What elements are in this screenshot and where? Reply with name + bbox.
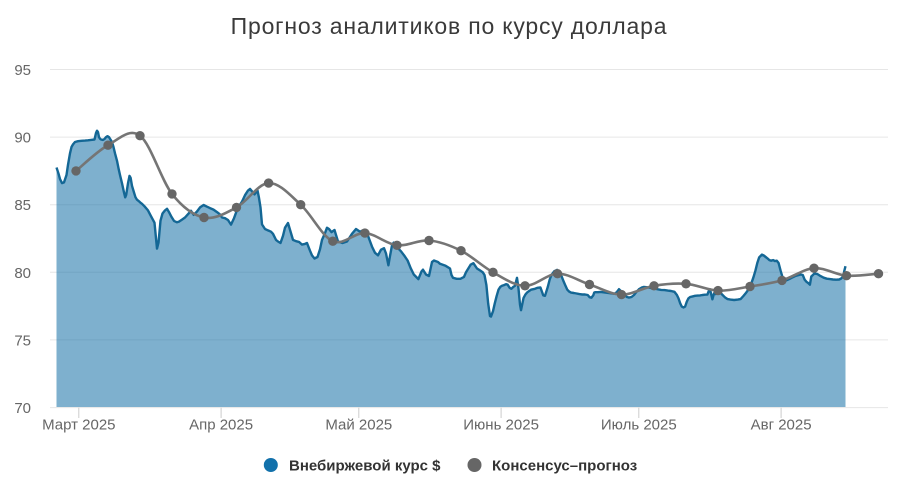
svg-text:Июнь 2025: Июнь 2025 [463,417,539,434]
svg-text:Март 2025: Март 2025 [42,417,115,434]
svg-text:75: 75 [14,332,31,349]
svg-text:Консенсус–прогноз: Консенсус–прогноз [492,458,637,475]
svg-text:Июль 2025: Июль 2025 [601,417,677,434]
svg-text:85: 85 [14,197,31,214]
svg-text:Внебиржевой курс $: Внебиржевой курс $ [289,458,441,475]
svg-text:80: 80 [14,265,31,282]
svg-text:90: 90 [14,130,31,147]
svg-text:70: 70 [14,400,31,417]
svg-text:Апр 2025: Апр 2025 [189,417,253,434]
svg-text:95: 95 [14,62,31,79]
svg-text:Май 2025: Май 2025 [325,417,392,434]
svg-text:Авг 2025: Авг 2025 [751,417,812,434]
svg-text:Прогноз аналитиков по курсу до: Прогноз аналитиков по курсу доллара [231,13,668,39]
